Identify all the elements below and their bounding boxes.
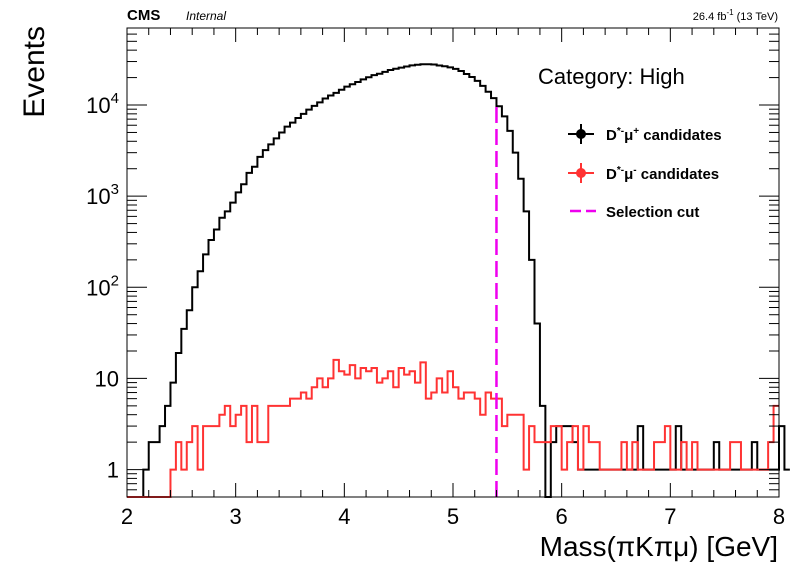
lumi-exponent: -1 [726, 8, 734, 17]
experiment-sublabel: Internal [186, 9, 226, 23]
legend-label-cut: Selection cut [606, 204, 699, 221]
series-minus-histogram [127, 358, 779, 498]
energy-label: (13 TeV) [734, 11, 778, 23]
x-tick-label: 5 [447, 504, 459, 529]
legend-entry-minus: D*-μ- candidates [568, 163, 719, 183]
experiment-label: CMS [127, 7, 160, 24]
y-tick-label: 104 [86, 90, 119, 118]
legend-label-plus: D*-μ+ candidates [606, 126, 722, 144]
legend-marker-minus [576, 168, 586, 178]
series-layer [127, 63, 790, 498]
x-tick-label: 7 [664, 504, 676, 529]
y-tick-label: 102 [86, 272, 119, 300]
x-tick-label: 6 [556, 504, 568, 529]
x-tick-label: 4 [338, 504, 350, 529]
legend-entry-plus: D*-μ+ candidates [568, 124, 722, 144]
legend-entry-cut: Selection cut [570, 204, 699, 221]
lumi-value: 26.4 fb [693, 11, 727, 23]
y-tick-label: 103 [86, 181, 119, 209]
y-axis-label: Events [18, 26, 51, 118]
y-tick-label: 1 [107, 458, 119, 483]
y-tick-label: 10 [95, 366, 119, 391]
legend: D*-μ+ candidates D*-μ- candidates Select… [568, 124, 722, 221]
legend-label-minus: D*-μ- candidates [606, 165, 719, 183]
x-tick-label: 2 [121, 504, 133, 529]
lumi-label: 26.4 fb-1 (13 TeV) [693, 8, 778, 23]
legend-marker-plus [576, 129, 586, 139]
x-axis-label: Mass(πKπμ) [GeV] [540, 531, 778, 562]
axes-layer: 2 3 4 5 6 7 8 1 10 102 103 104 [86, 27, 785, 529]
x-tick-label: 3 [230, 504, 242, 529]
x-tick-label: 8 [773, 504, 785, 529]
category-label: Category: High [538, 64, 685, 89]
